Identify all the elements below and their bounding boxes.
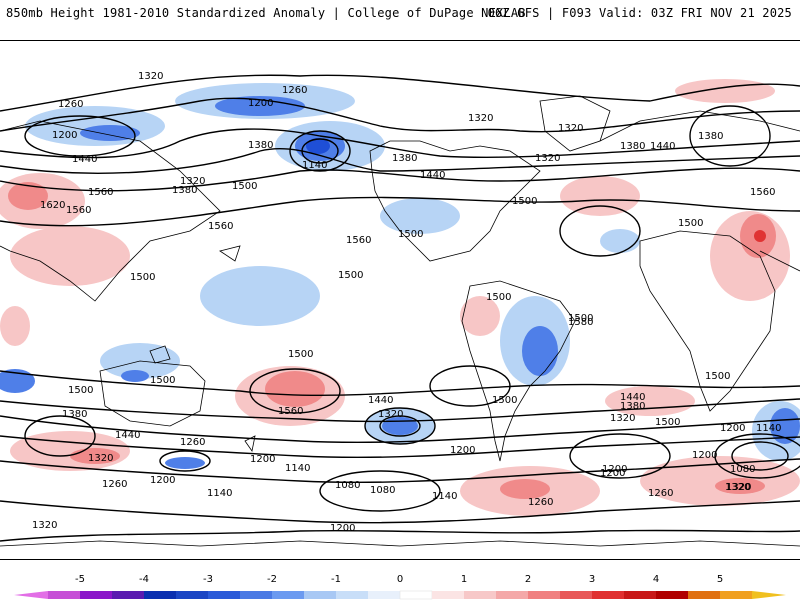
map-title: 850mb Height 1981-2010 Standardized Anom… — [6, 6, 526, 20]
contour-label: 1560 — [66, 205, 91, 216]
colorbar-tick: -1 — [331, 574, 341, 585]
contour-label: 1440 — [650, 141, 675, 152]
contour-label: 1560 — [88, 187, 113, 198]
contour-label: 1500 — [398, 229, 423, 240]
model-valid-time: 06Z GFS | F093 Valid: 03Z FRI NOV 21 202… — [487, 6, 792, 20]
contour-label: 1560 — [346, 235, 371, 246]
colorbar-bar — [14, 590, 786, 600]
contour-label: 1260 — [102, 479, 127, 490]
contour-label: 1200 — [692, 450, 717, 461]
contour-label: 1440 — [115, 430, 140, 441]
contour-label: 1500 — [705, 371, 730, 382]
anomaly-map[interactable]: 1320 1260 1200 1260 1200 1320 1320 1380 … — [0, 40, 800, 560]
contour-label: 1380 — [698, 131, 723, 142]
map-canvas: 1320 1260 1200 1260 1200 1320 1320 1380 … — [0, 71, 800, 547]
contour-label: 1200 — [150, 475, 175, 486]
contour-label: 1140 — [432, 491, 457, 502]
contour-label: 1260 — [528, 497, 553, 508]
coastlines — [0, 95, 800, 547]
colorbar-tick: 5 — [716, 574, 724, 585]
contour-label: 1200 — [450, 445, 475, 456]
contour-label: 1440 — [72, 154, 97, 165]
contour-label: 1320 — [180, 176, 205, 187]
contour-label: 1500 — [130, 272, 155, 283]
contour-label: 1500 — [150, 375, 175, 386]
contour-label: 1260 — [180, 437, 205, 448]
colorbar-tick: 0 — [396, 574, 404, 585]
height-contours — [0, 74, 800, 542]
contour-label: 1200 — [720, 423, 745, 434]
contour-label: 1440 — [620, 392, 645, 403]
contour-label: 1380 — [620, 141, 645, 152]
contour-label: 1380 — [620, 401, 645, 412]
contour-label: 1440 — [368, 395, 393, 406]
contour-label: 1200 — [600, 468, 625, 479]
contour-label: 1260 — [282, 85, 307, 96]
colorbar-tick: -4 — [139, 574, 149, 585]
contour-label: 1320 — [610, 413, 635, 424]
contour-label: 1500 — [678, 218, 703, 229]
anomaly-shading — [0, 79, 800, 516]
contour-label: 1580 — [568, 317, 593, 328]
contour-label: 1320 — [725, 482, 750, 493]
contour-label: 1200 — [330, 523, 355, 534]
contour-label: 1320 — [535, 153, 560, 164]
colorbar-tick: -3 — [203, 574, 213, 585]
contour-label: 1500 — [288, 349, 313, 360]
contour-label: 1500 — [512, 196, 537, 207]
contour-label: 1320 — [32, 520, 57, 531]
contour-label: 1200 — [52, 130, 77, 141]
contour-label: 1140 — [285, 463, 310, 474]
contour-label: 1320 — [378, 409, 403, 420]
contour-label: 1200 — [602, 464, 627, 475]
colorbar-tick: 4 — [652, 574, 660, 585]
colorbar-tick: 3 — [588, 574, 596, 585]
contour-label: 1320 — [138, 71, 163, 82]
contour-label: 1320 — [88, 453, 113, 464]
contour-label: 1140 — [207, 488, 232, 499]
contour-label: 1380 — [62, 409, 87, 420]
contour-label: 1500 — [232, 181, 257, 192]
contour-label: 1080 — [335, 480, 360, 491]
contour-label: 1320 — [558, 123, 583, 134]
contour-label: 1140 — [756, 423, 781, 434]
contour-label: 1500 — [492, 395, 517, 406]
contour-label: 1140 — [302, 160, 327, 171]
contour-labels: 1320 1260 1200 1260 1200 1320 1320 1380 … — [32, 71, 781, 534]
contour-label: 1380 — [392, 153, 417, 164]
contour-label: 1080 — [370, 485, 395, 496]
contour-label: 1260 — [58, 99, 83, 110]
contour-label: 1320 — [726, 482, 751, 493]
colorbar-tick: -2 — [267, 574, 277, 585]
contour-label: 1500 — [568, 313, 593, 324]
colorbar: -5 -4 -3 -2 -1 0 1 2 3 4 5 — [0, 560, 800, 600]
colorbar-tick: -5 — [75, 574, 85, 585]
contour-label: 1500 — [655, 417, 680, 428]
contour-label: 1440 — [420, 170, 445, 181]
contour-label: 1560 — [208, 221, 233, 232]
contour-label: 1500 — [486, 292, 511, 303]
contour-label: 1560 — [750, 187, 775, 198]
contour-label: 1380 — [248, 140, 273, 151]
contour-label: 1500 — [338, 270, 363, 281]
contour-label: 1620 — [40, 200, 65, 211]
contour-label: 1080 — [730, 464, 755, 475]
colorbar-tick: 1 — [460, 574, 468, 585]
contour-label: 1500 — [68, 385, 93, 396]
contour-label: 1560 — [278, 406, 303, 417]
contour-label: 1260 — [648, 488, 673, 499]
contour-label: 1200 — [248, 98, 273, 109]
colorbar-tick: 2 — [524, 574, 532, 585]
contour-label: 1320 — [468, 113, 493, 124]
contour-label: 1200 — [250, 454, 275, 465]
contour-label: 1380 — [172, 185, 197, 196]
